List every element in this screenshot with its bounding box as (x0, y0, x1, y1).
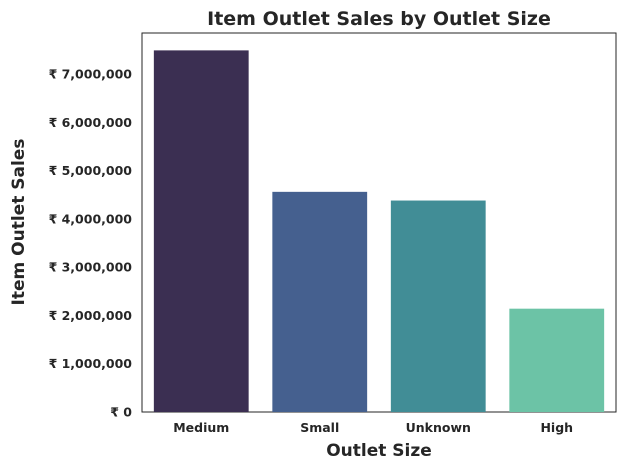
y-tick-label: ₹ 2,000,000 (49, 308, 133, 323)
bar-unknown (390, 200, 486, 412)
x-axis-ticks: Medium Small Unknown High (173, 420, 573, 435)
y-tick-label: ₹ 4,000,000 (49, 211, 133, 226)
y-tick-label: ₹ 6,000,000 (49, 115, 133, 130)
y-axis-label: Item Outlet Sales (9, 139, 29, 306)
y-axis-ticks: ₹ 0 ₹ 1,000,000 ₹ 2,000,000 ₹ 3,000,000 ₹ 4,… (49, 67, 133, 420)
y-tick-label: ₹ 5,000,000 (49, 163, 133, 178)
bar-small (272, 191, 368, 412)
bar-high (509, 308, 605, 412)
bars (153, 50, 605, 412)
y-tick-label: ₹ 3,000,000 (49, 260, 133, 275)
x-tick-label: Small (300, 420, 339, 435)
y-tick-label: ₹ 1,000,000 (49, 356, 133, 371)
bar-medium (153, 50, 249, 412)
y-tick-label: ₹ 7,000,000 (49, 67, 133, 82)
plot-area-frame (141, 32, 617, 413)
x-tick-label: High (540, 420, 573, 435)
chart-title: Item Outlet Sales by Outlet Size (207, 8, 551, 30)
x-tick-label: Unknown (406, 420, 471, 435)
y-tick-label: ₹ 0 (110, 405, 132, 420)
x-axis-label: Outlet Size (326, 441, 432, 461)
x-tick-label: Medium (173, 420, 229, 435)
